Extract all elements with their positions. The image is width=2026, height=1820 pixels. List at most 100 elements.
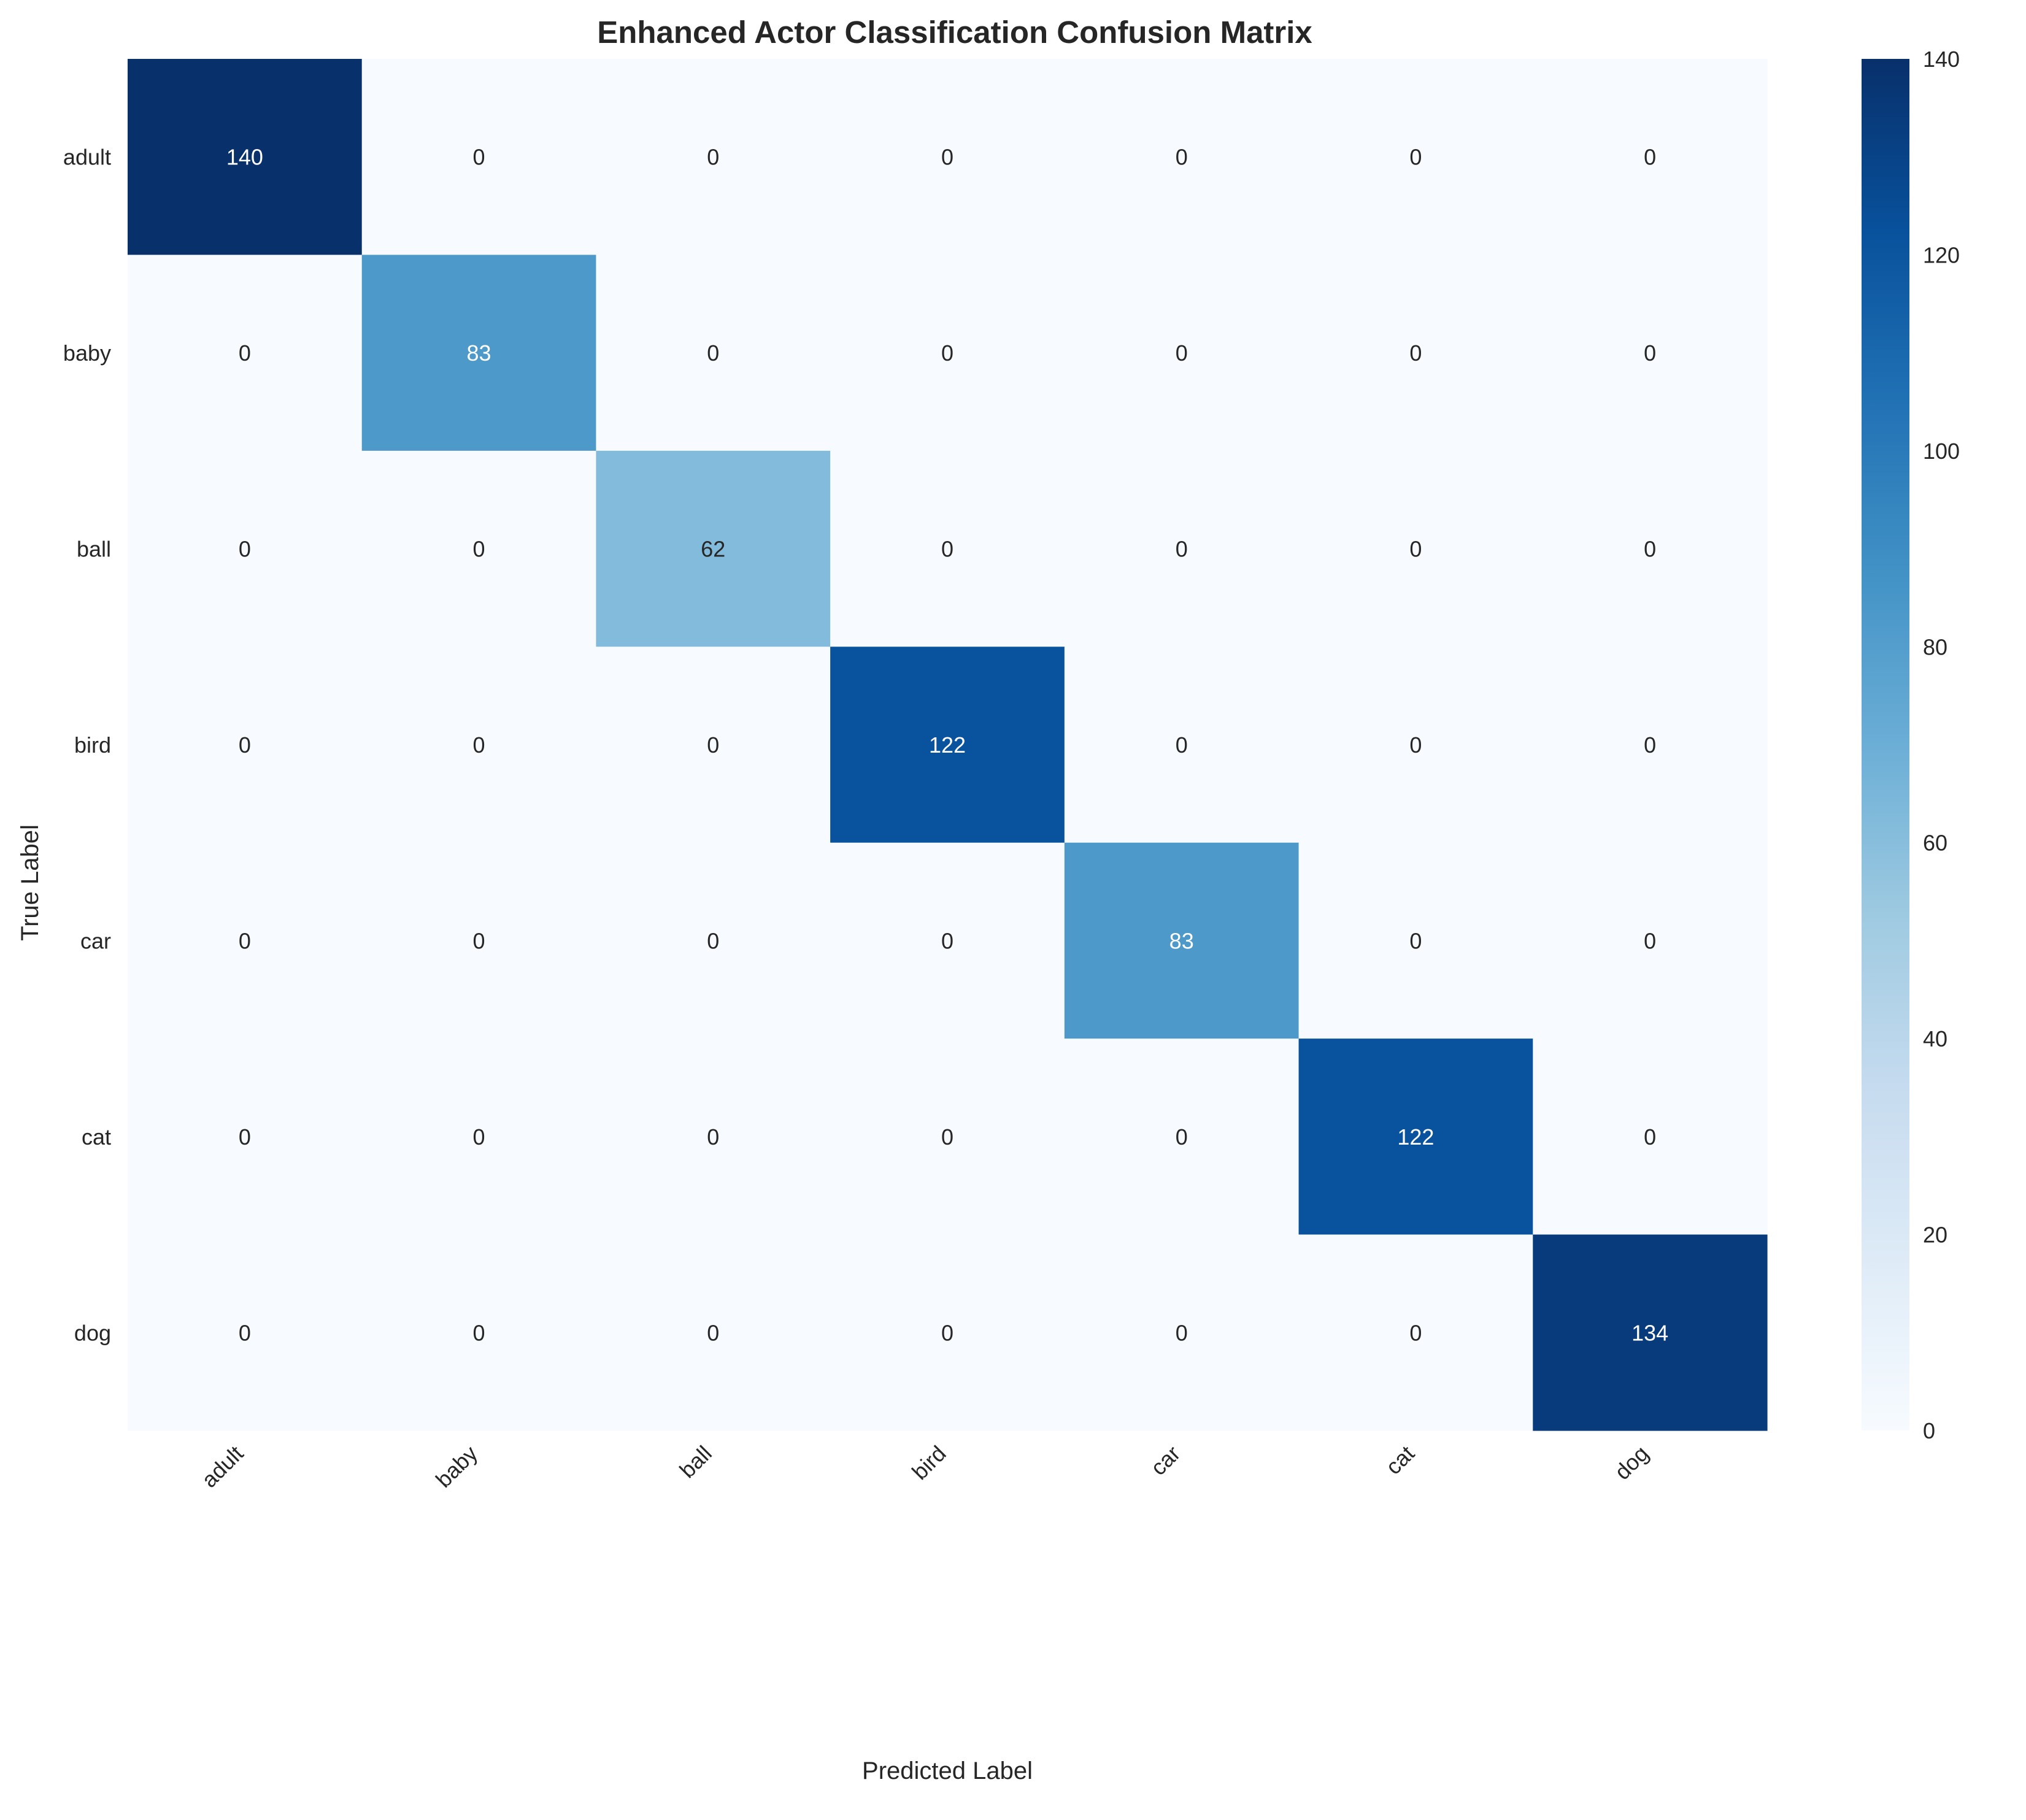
heatmap-cell [596,1039,831,1235]
heatmap-cell [361,842,597,1039]
x-tick-label: ball [674,1441,717,1483]
heatmap-cell [1298,647,1533,843]
cell-value-label: 0 [473,1320,485,1345]
cell-value-label: 122 [1397,1124,1434,1150]
cell-value-label: 0 [1176,340,1188,366]
x-tick-label: bird [907,1441,950,1484]
heatmap-cell [128,842,363,1039]
cell-value-label: 0 [941,340,953,366]
y-tick-label: cat [82,1124,111,1150]
cell-value-label: 134 [1631,1320,1668,1345]
y-tick-label: car [80,928,111,953]
heatmap-cell [830,1039,1065,1235]
x-tick-label: car [1146,1441,1185,1480]
cell-value-label: 0 [239,1320,251,1345]
cell-value-label: 0 [239,928,251,953]
heatmap-cell [596,450,831,647]
colorbar-tick-label: 0 [1923,1418,1935,1443]
heatmap-cell [1298,255,1533,451]
cell-value-label: 62 [701,537,725,562]
y-axis-tick-labels: adult baby ball bird car cat dog [63,145,111,1346]
cell-value-label: 0 [239,1124,251,1150]
chart-title: Enhanced Actor Classification Confusion … [597,15,1312,50]
heatmap-cell [830,59,1065,256]
heatmap-cell [128,450,363,647]
cell-value-label: 122 [929,732,966,758]
cell-value-label: 0 [1409,537,1422,562]
cell-value-label: 0 [1644,537,1656,562]
cell-value-label: 0 [473,732,485,758]
heatmap-cell [1064,59,1300,256]
cell-value-label: 0 [1176,537,1188,562]
cell-value-label: 0 [1176,1320,1188,1345]
y-axis-label: True Label [17,824,44,941]
cell-value-label: 140 [226,145,263,170]
heatmap-cell [1533,647,1768,843]
cell-value-label: 0 [941,145,953,170]
cell-value-label: 0 [1409,928,1422,953]
heatmap-cell [1533,450,1768,647]
cell-value-label: 0 [1644,1124,1656,1150]
cell-value-label: 0 [1644,928,1656,953]
cell-value-label: 0 [1409,1320,1422,1345]
heatmap-cell [1064,1039,1300,1235]
heatmap-cell [361,647,597,843]
cell-value-label: 0 [239,732,251,758]
heatmap-cell [1298,450,1533,647]
cell-value-label: 0 [941,928,953,953]
x-tick-label: dog [1609,1441,1653,1484]
heatmap-cell [830,450,1065,647]
heatmap-cell [830,647,1065,843]
cell-value-label: 0 [1409,732,1422,758]
heatmap-cell [1533,842,1768,1039]
cell-value-label: 0 [1644,145,1656,170]
cell-value-label: 0 [1176,732,1188,758]
heatmap-cell [1064,647,1300,843]
cell-value-label: 0 [473,928,485,953]
cell-value-label: 83 [467,340,491,366]
cell-value-label: 0 [1644,340,1656,366]
heatmap-cell [128,1039,363,1235]
heatmap-cell [830,842,1065,1039]
heatmap-cell [1298,842,1533,1039]
colorbar [1862,59,1909,1430]
heatmap-cell [1064,1234,1300,1431]
heatmap-cell [128,255,363,451]
heatmap-cell [361,1234,597,1431]
cell-value-label: 0 [1409,340,1422,366]
heatmap-cells [128,59,1768,1431]
cell-value-label: 0 [941,1124,953,1150]
cell-value-label: 0 [239,340,251,366]
colorbar-tick-label: 80 [1923,634,1947,659]
heatmap-cell [596,842,831,1039]
cell-value-label: 0 [1176,1124,1188,1150]
colorbar-tick-label: 100 [1923,439,1960,464]
heatmap-cell [128,1234,363,1431]
heatmap-cell [596,647,831,843]
colorbar-tick-label: 120 [1923,242,1960,267]
colorbar-tick-label: 20 [1923,1223,1947,1248]
heatmap-cell [128,59,363,256]
cell-value-label: 0 [473,537,485,562]
cell-value-label: 0 [1409,145,1422,170]
cell-value-label: 0 [707,732,719,758]
cell-value-label: 0 [239,537,251,562]
cell-value-label: 0 [1644,732,1656,758]
x-axis-tick-labels: adult baby ball bird car cat dog [196,1441,1653,1492]
cell-value-label: 0 [1176,145,1188,170]
heatmap-cell [596,255,831,451]
heatmap-cell [1298,59,1533,256]
cell-value-label: 0 [707,1320,719,1345]
heatmap-cell-labels: 140 0 0 0 0 0 0 0 83 0 0 0 0 0 0 0 62 0 0 0 0 0 0 0 122 0 0 0 0 0 0 0 83… [226,145,1668,1346]
heatmap-cell [1533,1234,1768,1431]
cell-value-label: 83 [1169,928,1194,953]
colorbar-tick-label: 60 [1923,831,1947,856]
cell-value-label: 0 [941,1320,953,1345]
x-tick-label: baby [431,1441,482,1492]
heatmap-cell [1064,842,1300,1039]
heatmap-cell [830,255,1065,451]
heatmap-cell [1064,450,1300,647]
heatmap-cell [1298,1039,1533,1235]
x-tick-label: adult [196,1441,248,1492]
